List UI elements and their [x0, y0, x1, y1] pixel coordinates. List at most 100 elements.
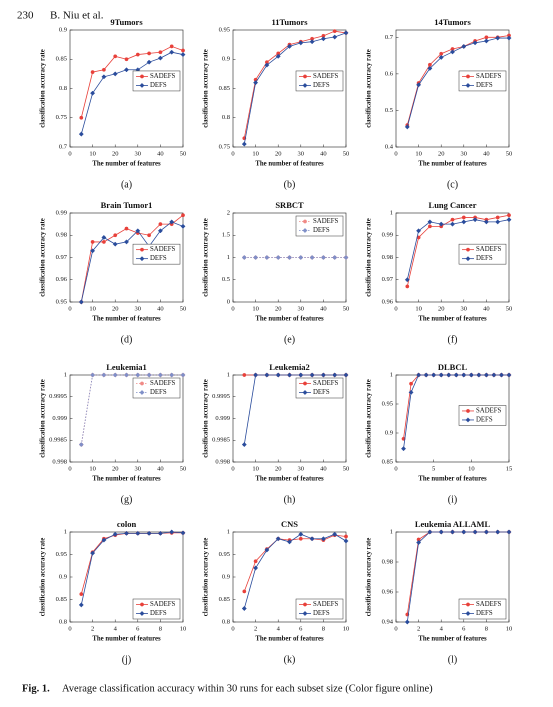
- data-marker: [102, 240, 106, 244]
- data-marker: [146, 530, 152, 536]
- legend-marker: [302, 611, 308, 616]
- data-marker: [506, 217, 512, 223]
- data-marker: [112, 71, 118, 77]
- y-tick-label: 0.9995: [212, 393, 230, 400]
- data-marker: [180, 372, 186, 378]
- legend-label: SADEFS: [150, 246, 176, 253]
- x-axis-label: The number of features: [255, 316, 324, 323]
- data-marker: [495, 219, 501, 225]
- data-marker: [309, 39, 315, 45]
- data-marker: [79, 115, 84, 120]
- x-tick-label: 2: [91, 625, 94, 632]
- y-tick-label: 0.85: [56, 596, 67, 603]
- x-tick-label: 10: [252, 305, 259, 312]
- data-marker: [287, 43, 292, 49]
- data-marker: [275, 536, 281, 542]
- data-marker: [438, 529, 444, 535]
- legend-box: [458, 70, 507, 92]
- legend-box: [458, 243, 507, 265]
- x-tick-label: 0: [231, 625, 234, 632]
- x-tick-label: 40: [320, 305, 327, 312]
- x-tick-label: 0: [68, 150, 71, 157]
- y-tick-label: 0.85: [219, 85, 230, 92]
- x-axis-label: The number of features: [418, 636, 487, 643]
- data-marker: [320, 36, 326, 42]
- series-line: [80, 374, 183, 445]
- data-marker: [101, 537, 107, 543]
- data-marker: [113, 233, 118, 238]
- data-marker: [181, 48, 185, 53]
- data-marker: [450, 529, 455, 535]
- series-line: [243, 30, 347, 139]
- legend-marker: [140, 602, 144, 607]
- data-marker: [147, 51, 152, 56]
- data-marker: [157, 228, 163, 234]
- x-tick-label: 50: [180, 150, 187, 157]
- x-tick-label: 10: [180, 625, 187, 632]
- y-axis-label: classification accuracy rate: [366, 49, 373, 128]
- data-marker: [157, 530, 163, 536]
- legend-marker: [140, 74, 144, 79]
- data-marker: [124, 57, 129, 62]
- data-marker: [332, 531, 338, 537]
- data-marker: [416, 540, 422, 545]
- panel-label: (d): [121, 334, 133, 345]
- y-tick-label: 0.8: [59, 618, 67, 625]
- x-tick-label: 8: [159, 625, 162, 632]
- data-marker: [169, 49, 175, 55]
- legend-label: DEFS: [150, 255, 167, 262]
- data-marker: [146, 59, 152, 65]
- y-tick-label: 0.95: [219, 26, 230, 33]
- x-tick-label: 5: [432, 465, 435, 472]
- series-line: [80, 531, 184, 605]
- x-tick-label: 10: [89, 305, 96, 312]
- x-axis-label: The number of features: [418, 161, 487, 168]
- legend-marker: [302, 390, 308, 395]
- x-tick-label: 10: [252, 150, 259, 157]
- chart-title: Leukemia2: [269, 362, 310, 372]
- legend-label: SADEFS: [313, 73, 339, 80]
- data-marker: [253, 372, 259, 378]
- x-tick-label: 20: [438, 150, 445, 157]
- y-axis-label: classification accuracy rate: [366, 379, 373, 458]
- data-marker: [78, 299, 84, 305]
- chart-title: SRBCT: [275, 200, 304, 210]
- data-marker: [169, 372, 175, 378]
- data-marker: [169, 219, 175, 225]
- data-marker: [275, 255, 281, 260]
- y-tick-label: 0.9: [385, 429, 393, 436]
- chart-title: Leukemia1: [106, 362, 147, 372]
- legend-marker: [465, 256, 471, 262]
- data-marker: [253, 80, 259, 86]
- data-marker: [332, 34, 338, 40]
- y-axis-label: classification accuracy rate: [366, 538, 373, 617]
- data-marker: [438, 54, 444, 60]
- y-tick-label: 0.85: [56, 56, 67, 63]
- data-marker: [472, 529, 478, 535]
- data-marker: [344, 534, 348, 539]
- y-tick-label: 0.7: [59, 143, 68, 150]
- y-axis-label: classification accuracy rate: [40, 538, 47, 617]
- y-tick-label: 0.95: [382, 400, 393, 407]
- data-marker: [101, 234, 107, 240]
- y-axis-label: classification accuracy rate: [40, 218, 47, 297]
- legend-label: SADEFS: [150, 601, 176, 608]
- data-marker: [147, 233, 152, 238]
- legend-label: SADEFS: [313, 380, 339, 387]
- series-line: [406, 37, 509, 127]
- x-tick-label: 40: [483, 305, 490, 312]
- data-marker: [90, 550, 96, 556]
- data-marker: [298, 536, 303, 541]
- legend-label: DEFS: [313, 389, 330, 396]
- data-marker: [332, 29, 337, 34]
- data-marker: [135, 372, 141, 378]
- data-marker: [124, 530, 129, 536]
- x-tick-label: 0: [68, 465, 71, 472]
- data-marker: [423, 372, 429, 378]
- y-tick-label: 0.8: [222, 618, 230, 625]
- x-tick-label: 4: [277, 625, 281, 632]
- data-marker: [483, 219, 489, 225]
